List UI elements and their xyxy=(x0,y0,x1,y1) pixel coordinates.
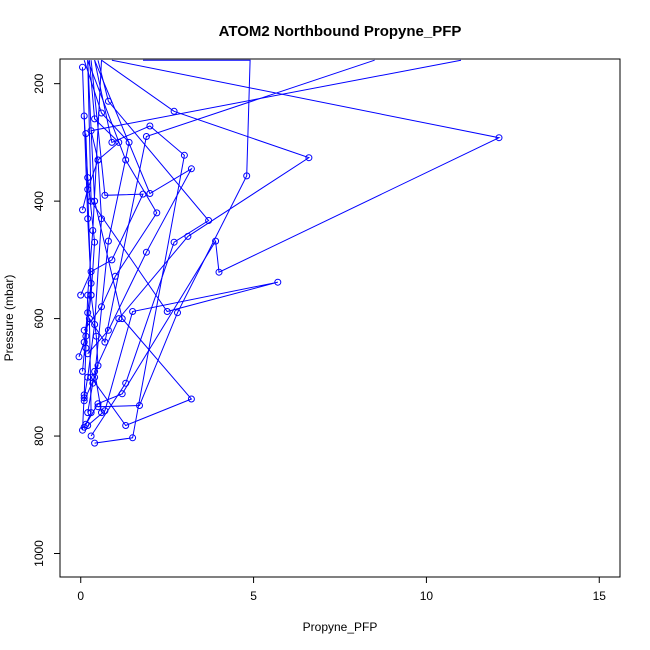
chart-title: ATOM2 Northbound Propyne_PFP xyxy=(219,23,462,40)
y-tick-label: 400 xyxy=(32,191,46,211)
data-point xyxy=(187,395,195,403)
data-point xyxy=(98,215,105,223)
data-point xyxy=(89,379,97,387)
data-point xyxy=(94,362,102,370)
plot-frame xyxy=(59,58,621,578)
data-point xyxy=(104,326,112,334)
x-tick-label: 0 xyxy=(77,589,84,603)
x-axis-label: Propyne_PFP xyxy=(303,620,378,634)
x-tick-label: 5 xyxy=(250,589,257,603)
series-line-10 xyxy=(83,60,158,331)
x-axis: 0 5 10 15 xyxy=(77,576,607,603)
data-point xyxy=(146,190,154,197)
data-point xyxy=(84,373,92,381)
y-tick-label: 1000 xyxy=(32,540,46,567)
data-point xyxy=(101,191,109,199)
data-point xyxy=(136,402,143,409)
data-point xyxy=(91,238,99,246)
data-point xyxy=(87,127,95,135)
data-point xyxy=(108,138,116,146)
y-tick-label: 200 xyxy=(32,73,46,93)
data-point xyxy=(174,309,181,317)
data-point xyxy=(495,134,503,142)
data-point xyxy=(101,407,109,415)
data-point xyxy=(274,278,282,286)
series-line-14 xyxy=(85,59,375,425)
y-axis-label: Pressure (mbar) xyxy=(2,275,16,362)
series-line-6 xyxy=(94,59,311,413)
data-point xyxy=(98,109,105,117)
data-point xyxy=(118,390,126,398)
data-point xyxy=(101,338,109,346)
data-point xyxy=(94,156,102,164)
x-tick-label: 15 xyxy=(593,589,607,603)
data-point xyxy=(91,197,99,205)
y-tick-label: 800 xyxy=(32,426,46,446)
data-point xyxy=(118,315,126,323)
data-point xyxy=(82,332,90,340)
series-line-15 xyxy=(83,59,462,398)
data-point xyxy=(91,439,99,447)
series-layer xyxy=(75,59,503,447)
data-point xyxy=(80,112,88,120)
data-point xyxy=(92,332,100,340)
data-point xyxy=(187,165,195,173)
data-point xyxy=(87,291,95,299)
series-line-18 xyxy=(85,133,99,413)
data-point xyxy=(129,434,137,442)
data-point xyxy=(84,309,92,317)
data-point xyxy=(82,420,90,428)
data-point xyxy=(79,367,86,375)
data-point xyxy=(75,353,83,361)
data-point xyxy=(108,256,116,264)
data-point xyxy=(77,291,85,299)
data-point xyxy=(104,237,112,245)
data-point xyxy=(146,122,154,130)
data-point xyxy=(153,209,161,217)
data-point xyxy=(129,308,137,315)
y-tick-label: 600 xyxy=(32,308,46,328)
data-point xyxy=(139,190,147,198)
data-point xyxy=(215,268,223,276)
data-point xyxy=(243,172,251,180)
data-point xyxy=(80,394,88,402)
data-point xyxy=(98,409,105,417)
data-point xyxy=(82,130,90,138)
data-point xyxy=(84,422,92,429)
data-point xyxy=(163,308,171,315)
y-axis: 200 400 600 800 1000 xyxy=(32,73,61,567)
series-line-7 xyxy=(87,60,193,427)
data-point xyxy=(170,107,178,115)
data-point xyxy=(125,138,133,146)
series-line-9 xyxy=(87,60,193,355)
data-point xyxy=(180,151,188,159)
data-point xyxy=(170,238,178,246)
data-point xyxy=(184,232,192,240)
data-point xyxy=(142,133,150,140)
data-point xyxy=(84,409,92,417)
data-point xyxy=(94,403,102,411)
series-line-3 xyxy=(94,60,185,444)
data-point xyxy=(91,115,99,123)
data-point xyxy=(122,422,130,429)
data-point xyxy=(115,138,123,146)
series-line-11 xyxy=(80,60,144,296)
data-point xyxy=(84,215,92,223)
x-tick-label: 10 xyxy=(420,589,434,603)
data-point xyxy=(79,63,86,71)
data-point xyxy=(87,432,95,440)
series-line-4 xyxy=(83,59,501,428)
series-line-8 xyxy=(97,59,251,408)
data-point xyxy=(305,154,313,162)
data-point xyxy=(142,248,150,256)
data-point xyxy=(79,206,86,214)
